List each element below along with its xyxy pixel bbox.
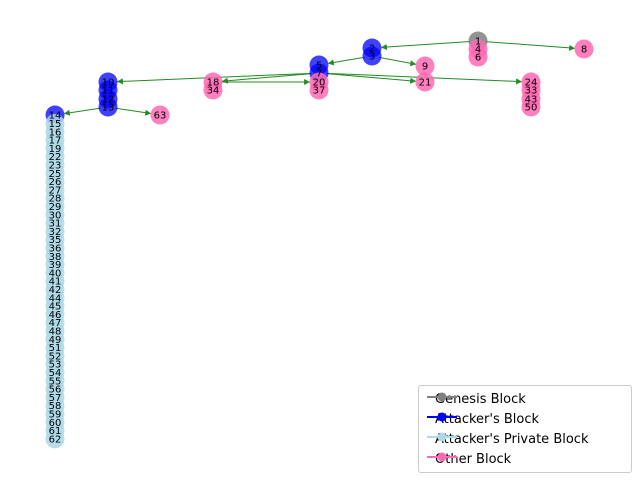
node-label-55: 55 xyxy=(49,376,62,387)
node-label-59: 59 xyxy=(49,410,62,421)
node-label-33: 33 xyxy=(525,86,538,97)
node-label-27: 27 xyxy=(49,185,62,196)
edge-1-8 xyxy=(485,41,576,51)
node-63 xyxy=(150,105,170,125)
node-label-7: 7 xyxy=(316,69,322,80)
node-label-54: 54 xyxy=(49,368,62,379)
node-label-42: 42 xyxy=(49,285,62,296)
node-label-21: 21 xyxy=(419,78,432,89)
node-label-4: 4 xyxy=(475,45,481,56)
node-label-62: 62 xyxy=(49,434,62,445)
node-8 xyxy=(574,39,594,59)
node-label-60: 60 xyxy=(49,418,62,429)
legend-entry-genesis: Genesis Block xyxy=(427,390,526,408)
legend-swatch-attacker-icon xyxy=(427,412,457,422)
edge-3-5 xyxy=(327,56,365,66)
node-label-46: 46 xyxy=(49,310,62,321)
node-label-47: 47 xyxy=(49,318,62,329)
node-label-20: 20 xyxy=(313,78,326,89)
node-21 xyxy=(415,72,435,92)
node-label-17: 17 xyxy=(49,136,62,147)
node-label-50: 50 xyxy=(525,103,538,114)
node-label-44: 44 xyxy=(49,293,62,304)
node-label-36: 36 xyxy=(49,244,62,255)
node-label-9: 9 xyxy=(422,62,428,73)
node-label-35: 35 xyxy=(49,235,62,246)
legend-entry-other: Other Block xyxy=(427,450,511,468)
node-label-10: 10 xyxy=(102,78,115,89)
node-label-56: 56 xyxy=(49,385,62,396)
node-9 xyxy=(415,56,435,76)
node-label-45: 45 xyxy=(49,302,62,313)
node-label-5: 5 xyxy=(316,61,322,72)
node-label-58: 58 xyxy=(49,401,62,412)
edge-7-18 xyxy=(221,73,312,84)
edge-3-9 xyxy=(379,56,417,67)
node-label-43: 43 xyxy=(525,95,538,106)
node-34 xyxy=(203,80,223,100)
node-label-16: 16 xyxy=(49,127,62,138)
node-label-3: 3 xyxy=(369,52,375,63)
node-label-51: 51 xyxy=(49,343,62,354)
legend-swatch-other-icon xyxy=(427,452,457,462)
node-label-25: 25 xyxy=(49,169,62,180)
node-label-28: 28 xyxy=(49,194,62,205)
node-label-32: 32 xyxy=(49,227,62,238)
edge-1-2 xyxy=(380,40,471,51)
node-label-6: 6 xyxy=(475,53,481,64)
legend-entry-attacker: Attacker's Block xyxy=(427,410,539,428)
node-label-12: 12 xyxy=(102,95,115,106)
node-50 xyxy=(521,97,541,117)
node-13 xyxy=(98,97,118,117)
node-label-31: 31 xyxy=(49,219,62,230)
node-label-53: 53 xyxy=(49,360,62,371)
node-label-13: 13 xyxy=(102,103,115,114)
node-6 xyxy=(468,47,488,67)
node-label-15: 15 xyxy=(49,119,62,130)
legend-label-genesis: Genesis Block xyxy=(435,391,526,407)
legend: Genesis Block Attacker's Block Attacker'… xyxy=(418,385,632,473)
node-label-18: 18 xyxy=(207,78,220,89)
node-label-11: 11 xyxy=(102,86,115,97)
node-label-37: 37 xyxy=(313,86,326,97)
node-label-52: 52 xyxy=(49,351,62,362)
node-label-49: 49 xyxy=(49,335,62,346)
node-label-34: 34 xyxy=(207,86,220,97)
node-label-24: 24 xyxy=(525,78,538,89)
node-label-63: 63 xyxy=(154,111,167,122)
node-label-19: 19 xyxy=(49,144,62,155)
legend-swatch-genesis-icon xyxy=(427,392,457,402)
node-label-57: 57 xyxy=(49,393,62,404)
node-label-41: 41 xyxy=(49,277,62,288)
node-label-48: 48 xyxy=(49,327,62,338)
node-label-38: 38 xyxy=(49,252,62,263)
legend-swatch-private-icon xyxy=(427,432,457,442)
edge-13-14 xyxy=(63,107,101,116)
edge-7-21 xyxy=(326,73,417,84)
legend-entry-private: Attacker's Private Block xyxy=(427,430,588,448)
node-label-14: 14 xyxy=(49,111,62,122)
node-label-2: 2 xyxy=(369,44,375,55)
node-label-40: 40 xyxy=(49,268,62,279)
node-label-8: 8 xyxy=(581,45,587,56)
node-label-30: 30 xyxy=(49,210,62,221)
edge-13-63 xyxy=(115,107,152,116)
node-label-39: 39 xyxy=(49,260,62,271)
node-label-22: 22 xyxy=(49,152,62,163)
legend-label-private: Attacker's Private Block xyxy=(435,431,589,447)
legend-label-other: Other Block xyxy=(435,451,512,467)
node-label-23: 23 xyxy=(49,161,62,172)
node-label-29: 29 xyxy=(49,202,62,213)
node-62 xyxy=(45,429,65,449)
node-label-1: 1 xyxy=(475,37,481,48)
legend-label-attacker: Attacker's Block xyxy=(435,411,540,427)
node-37 xyxy=(309,80,329,100)
node-label-26: 26 xyxy=(49,177,62,188)
node-3 xyxy=(362,46,382,66)
node-label-61: 61 xyxy=(49,426,62,437)
